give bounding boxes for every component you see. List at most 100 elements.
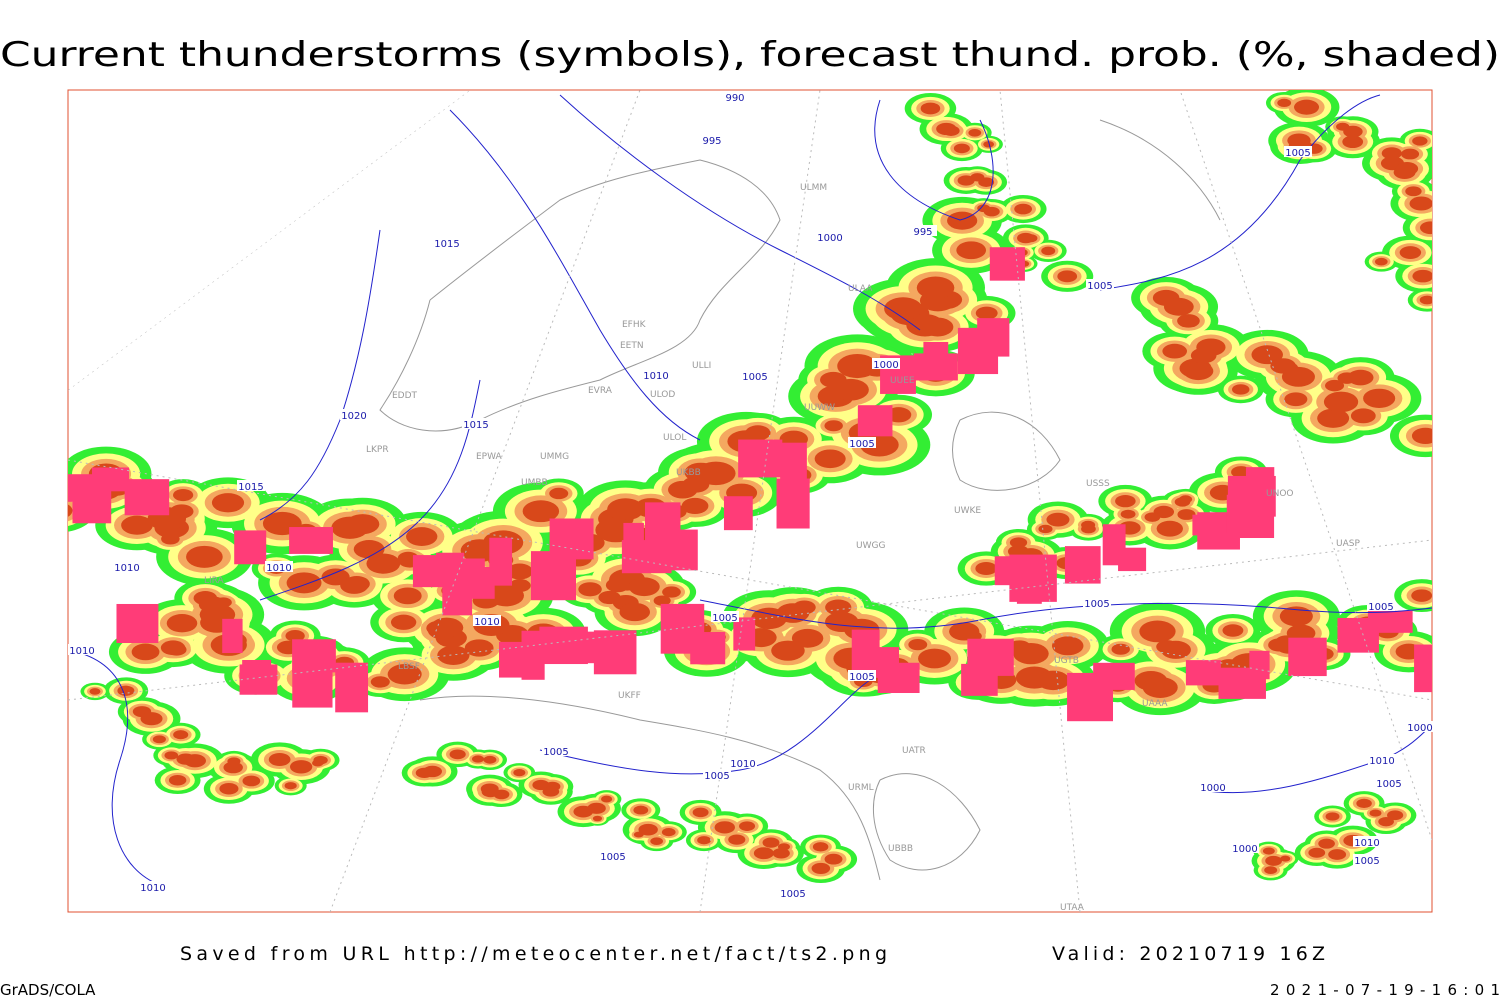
- isobar-label-bg: [113, 561, 141, 572]
- shade-blob: [1350, 408, 1376, 424]
- shade-blob: [68, 502, 73, 519]
- isobar-label-bg: [1367, 600, 1395, 611]
- isobar-label: 1000: [1200, 783, 1225, 794]
- shade-blob: [1162, 343, 1187, 359]
- isobar-label: 1000: [1407, 723, 1432, 734]
- storm-symbol: [1064, 546, 1101, 584]
- shade-blob: [1328, 849, 1347, 860]
- station-code: UASP: [1336, 539, 1360, 549]
- isobar-label: 1005: [600, 852, 625, 863]
- shade-blob: [1262, 847, 1275, 855]
- shade-blob: [983, 141, 995, 148]
- shade-blob: [918, 648, 952, 669]
- shade-blob: [1139, 620, 1176, 643]
- isobars: [68, 94, 1432, 886]
- shade-blob: [696, 461, 736, 486]
- shade-blob: [1277, 98, 1292, 108]
- storm-symbol: [335, 662, 369, 713]
- storm-symbol: [234, 530, 267, 565]
- isobar-label-bg: [599, 850, 627, 861]
- isobar-label: 1015: [434, 239, 459, 250]
- station-code: UGTB: [1054, 656, 1079, 666]
- shade-blob: [728, 834, 746, 845]
- shade-blob: [513, 769, 526, 777]
- shade-blob: [1051, 636, 1084, 656]
- shade-blob: [824, 853, 843, 865]
- shade-blob: [970, 173, 985, 182]
- isobar-label-bg: [872, 358, 900, 369]
- shade-blob: [956, 241, 987, 260]
- shade-blob: [140, 712, 163, 726]
- isobar-label-bg: [779, 887, 807, 898]
- storm-symbol: [124, 479, 170, 516]
- station-code: ULOD: [650, 390, 675, 400]
- shade-blob: [121, 515, 153, 535]
- shade-blob: [662, 586, 681, 598]
- storm-symbol: [289, 527, 333, 554]
- storm-symbol: [1414, 644, 1432, 693]
- shade-blob: [24, 465, 61, 487]
- isobar-label: 1005: [1087, 281, 1112, 292]
- isobar-label-bg: [462, 418, 490, 429]
- shade-blob: [697, 836, 711, 845]
- isobar-label: 1005: [1354, 856, 1379, 867]
- shade-blob: [268, 752, 291, 767]
- storm-symbol: [1192, 514, 1227, 536]
- storm-symbol: [621, 540, 672, 574]
- shade-blob: [1378, 816, 1394, 827]
- shade-blob: [1399, 246, 1422, 260]
- isobar-label: 1015: [463, 420, 488, 431]
- shade-blob: [814, 449, 846, 469]
- shade-blob: [692, 807, 709, 818]
- storm-symbol: [498, 641, 531, 678]
- storm-symbol: [72, 488, 112, 524]
- shade-blob: [811, 862, 831, 874]
- storm-symbol: [723, 496, 753, 531]
- shade-blob: [812, 842, 829, 852]
- isobar-label-bg: [68, 644, 96, 655]
- storm-symbol: [665, 628, 704, 651]
- shade-blob: [1401, 148, 1420, 160]
- isobar-label-bg: [1231, 842, 1259, 853]
- isobar-label: 1005: [1368, 602, 1393, 613]
- shade-blob: [1183, 362, 1214, 381]
- shade-blob: [953, 143, 970, 154]
- shade-blob: [285, 630, 305, 642]
- shade-blob: [289, 760, 313, 774]
- shade-blob: [1196, 338, 1226, 356]
- shade-blob: [173, 730, 189, 740]
- station-code: EFHK: [622, 320, 647, 330]
- storm-symbol: [447, 567, 495, 599]
- shade-blob: [633, 805, 649, 815]
- station-code: UUEE: [890, 376, 915, 386]
- isobar-label-bg: [711, 611, 739, 622]
- shade-blob: [762, 837, 780, 848]
- storm-symbol: [1067, 672, 1114, 722]
- shade-blob: [975, 561, 998, 576]
- shade-blob: [1395, 162, 1419, 176]
- storm-symbol: [1009, 554, 1057, 602]
- shade-blob: [542, 786, 560, 797]
- shade-blob: [638, 823, 658, 836]
- shade-blob: [166, 614, 198, 633]
- shade-blob: [1342, 135, 1364, 149]
- shade-blob: [449, 749, 466, 760]
- storm-symbol: [530, 551, 576, 601]
- station-code: EDDT: [392, 391, 418, 401]
- shade-blob: [578, 582, 602, 597]
- shade-blob: [331, 516, 369, 539]
- station-code: UMBB: [521, 478, 548, 488]
- shade-blob: [493, 789, 510, 800]
- shade-blob: [587, 802, 606, 814]
- isobar-label: 1005: [849, 439, 874, 450]
- station-code: UAAA: [1142, 699, 1168, 709]
- isobar-label: 1010: [1369, 756, 1394, 767]
- shade-blob: [393, 587, 422, 605]
- storm-symbol: [1118, 547, 1147, 572]
- shade-blob: [605, 577, 630, 593]
- shade-blob: [884, 297, 923, 321]
- station-code: UWGG: [856, 541, 885, 551]
- isobar-label-bg: [703, 769, 731, 780]
- isobar-label: 1000: [1232, 844, 1257, 855]
- shade-blob: [607, 498, 644, 521]
